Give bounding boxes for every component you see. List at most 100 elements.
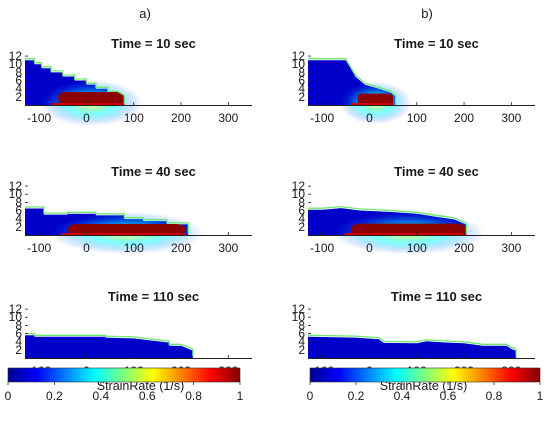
y-tick-label: 10 [292, 310, 306, 324]
y-tick-label: 4 [298, 212, 305, 226]
y-tick-label: 6 [15, 74, 22, 88]
basal-shear-band [344, 233, 467, 235]
colorbar-tick-label: 0.8 [185, 389, 202, 403]
high-strain-core [67, 223, 186, 235]
x-tick-label: 100 [124, 111, 144, 125]
y-tick-label: 10 [292, 187, 306, 201]
x-tick-label: 100 [124, 241, 144, 255]
x-tick-label: 300 [501, 111, 521, 125]
y-tick-label: 8 [15, 318, 22, 332]
panel-title: Time = 110 sec [391, 289, 482, 304]
colorbar-tick-label: 1 [537, 389, 544, 403]
x-tick-label: 0 [83, 241, 90, 255]
y-tick-label: 6 [298, 327, 305, 341]
panel-title: Time = 10 sec [394, 36, 479, 51]
x-tick-label: 200 [454, 241, 474, 255]
colorbar-left-bar [7, 367, 241, 383]
x-tick-label: 0 [366, 111, 373, 125]
y-tick-label: 2 [298, 90, 305, 104]
y-tick-label: 12 [292, 302, 306, 316]
strain-rate-field [308, 336, 517, 358]
y-tick-label: 8 [15, 65, 22, 79]
panel-title: Time = 110 sec [108, 289, 199, 304]
free-surface-line [308, 58, 397, 104]
colorbar-right: 0 0.2 0.4 0.6 0.8 1 [307, 367, 544, 403]
colorbar-tick-label: 1 [237, 389, 244, 403]
y-tick-label: 4 [15, 335, 22, 349]
high-strain-core [58, 91, 125, 105]
basal-shear-band [351, 103, 394, 105]
colorbar-right-bar [309, 367, 541, 383]
free-surface-line [25, 206, 189, 234]
y-tick-label: 12 [292, 179, 306, 193]
x-tick-label: 100 [407, 241, 427, 255]
x-tick-label: 0 [83, 111, 90, 125]
y-tick-label: 4 [298, 335, 305, 349]
y-tick-label: 12 [9, 179, 23, 193]
y-tick-label: 8 [298, 65, 305, 79]
x-tick-label: 100 [407, 111, 427, 125]
y-tick-label: 4 [15, 82, 22, 96]
panel-label-b: b) [421, 6, 433, 21]
colorbar-tick-label: 0.8 [486, 389, 503, 403]
x-tick-label: -100 [27, 241, 51, 255]
colorbar-right-ticks: 0 0.2 0.4 0.6 0.8 1 [307, 382, 544, 403]
y-tick-label: 4 [298, 82, 305, 96]
y-tick-label: 10 [9, 57, 23, 71]
y-tick-label: 6 [15, 204, 22, 218]
free-surface-line [307, 334, 517, 357]
panel-label-a: a) [139, 6, 151, 21]
x-axis-label: StrainRate (1/s) [97, 379, 185, 393]
y-tick-label: 12 [9, 49, 23, 63]
colorbar-left-ticks: 0 0.2 0.4 0.6 0.8 1 [5, 382, 244, 403]
basal-shear-band [61, 233, 186, 235]
panel-title: Time = 40 sec [111, 164, 196, 179]
high-strain-core [350, 223, 467, 235]
x-tick-label: 200 [171, 111, 191, 125]
x-tick-label: 0 [366, 241, 373, 255]
y-tick-label: 10 [292, 57, 306, 71]
free-surface-line [25, 58, 125, 104]
panel-a-3: Time = 110 sec24681012-1000100200300Stra… [9, 289, 252, 393]
panel-title: Time = 40 sec [394, 164, 479, 179]
colorbar-tick-label: 0.2 [348, 389, 365, 403]
y-tick-label: 8 [298, 318, 305, 332]
x-tick-label: 200 [171, 241, 191, 255]
colorbar-tick-label: 0.4 [92, 389, 109, 403]
colorbar-tick-label: 0 [5, 389, 12, 403]
y-tick-label: 10 [9, 310, 23, 324]
y-tick-label: 2 [15, 343, 22, 357]
free-surface-line [25, 333, 194, 357]
x-tick-label: -100 [27, 111, 51, 125]
y-tick-label: 4 [15, 212, 22, 226]
colorbar-tick-label: 0.6 [440, 389, 457, 403]
x-tick-label: -100 [310, 111, 334, 125]
y-tick-label: 10 [9, 187, 23, 201]
colorbar-tick-label: 0 [307, 389, 314, 403]
y-tick-label: 12 [9, 302, 23, 316]
y-tick-label: 6 [298, 204, 305, 218]
high-strain-core [357, 93, 394, 105]
basal-shear-band [52, 103, 125, 105]
y-tick-label: 2 [15, 90, 22, 104]
y-tick-label: 2 [298, 343, 305, 357]
y-tick-label: 8 [298, 195, 305, 209]
colorbar-tick-label: 0.4 [394, 389, 411, 403]
x-tick-label: 300 [501, 241, 521, 255]
x-tick-label: -100 [310, 241, 334, 255]
colorbar-tick-label: 0.2 [46, 389, 63, 403]
y-tick-label: 8 [15, 195, 22, 209]
y-tick-label: 2 [15, 220, 22, 234]
x-tick-label: 300 [218, 111, 238, 125]
y-tick-label: 6 [15, 327, 22, 341]
y-tick-label: 12 [292, 49, 306, 63]
panel-title: Time = 10 sec [111, 36, 196, 51]
free-surface-line [308, 205, 468, 234]
x-tick-label: 200 [454, 111, 474, 125]
y-tick-label: 2 [298, 220, 305, 234]
